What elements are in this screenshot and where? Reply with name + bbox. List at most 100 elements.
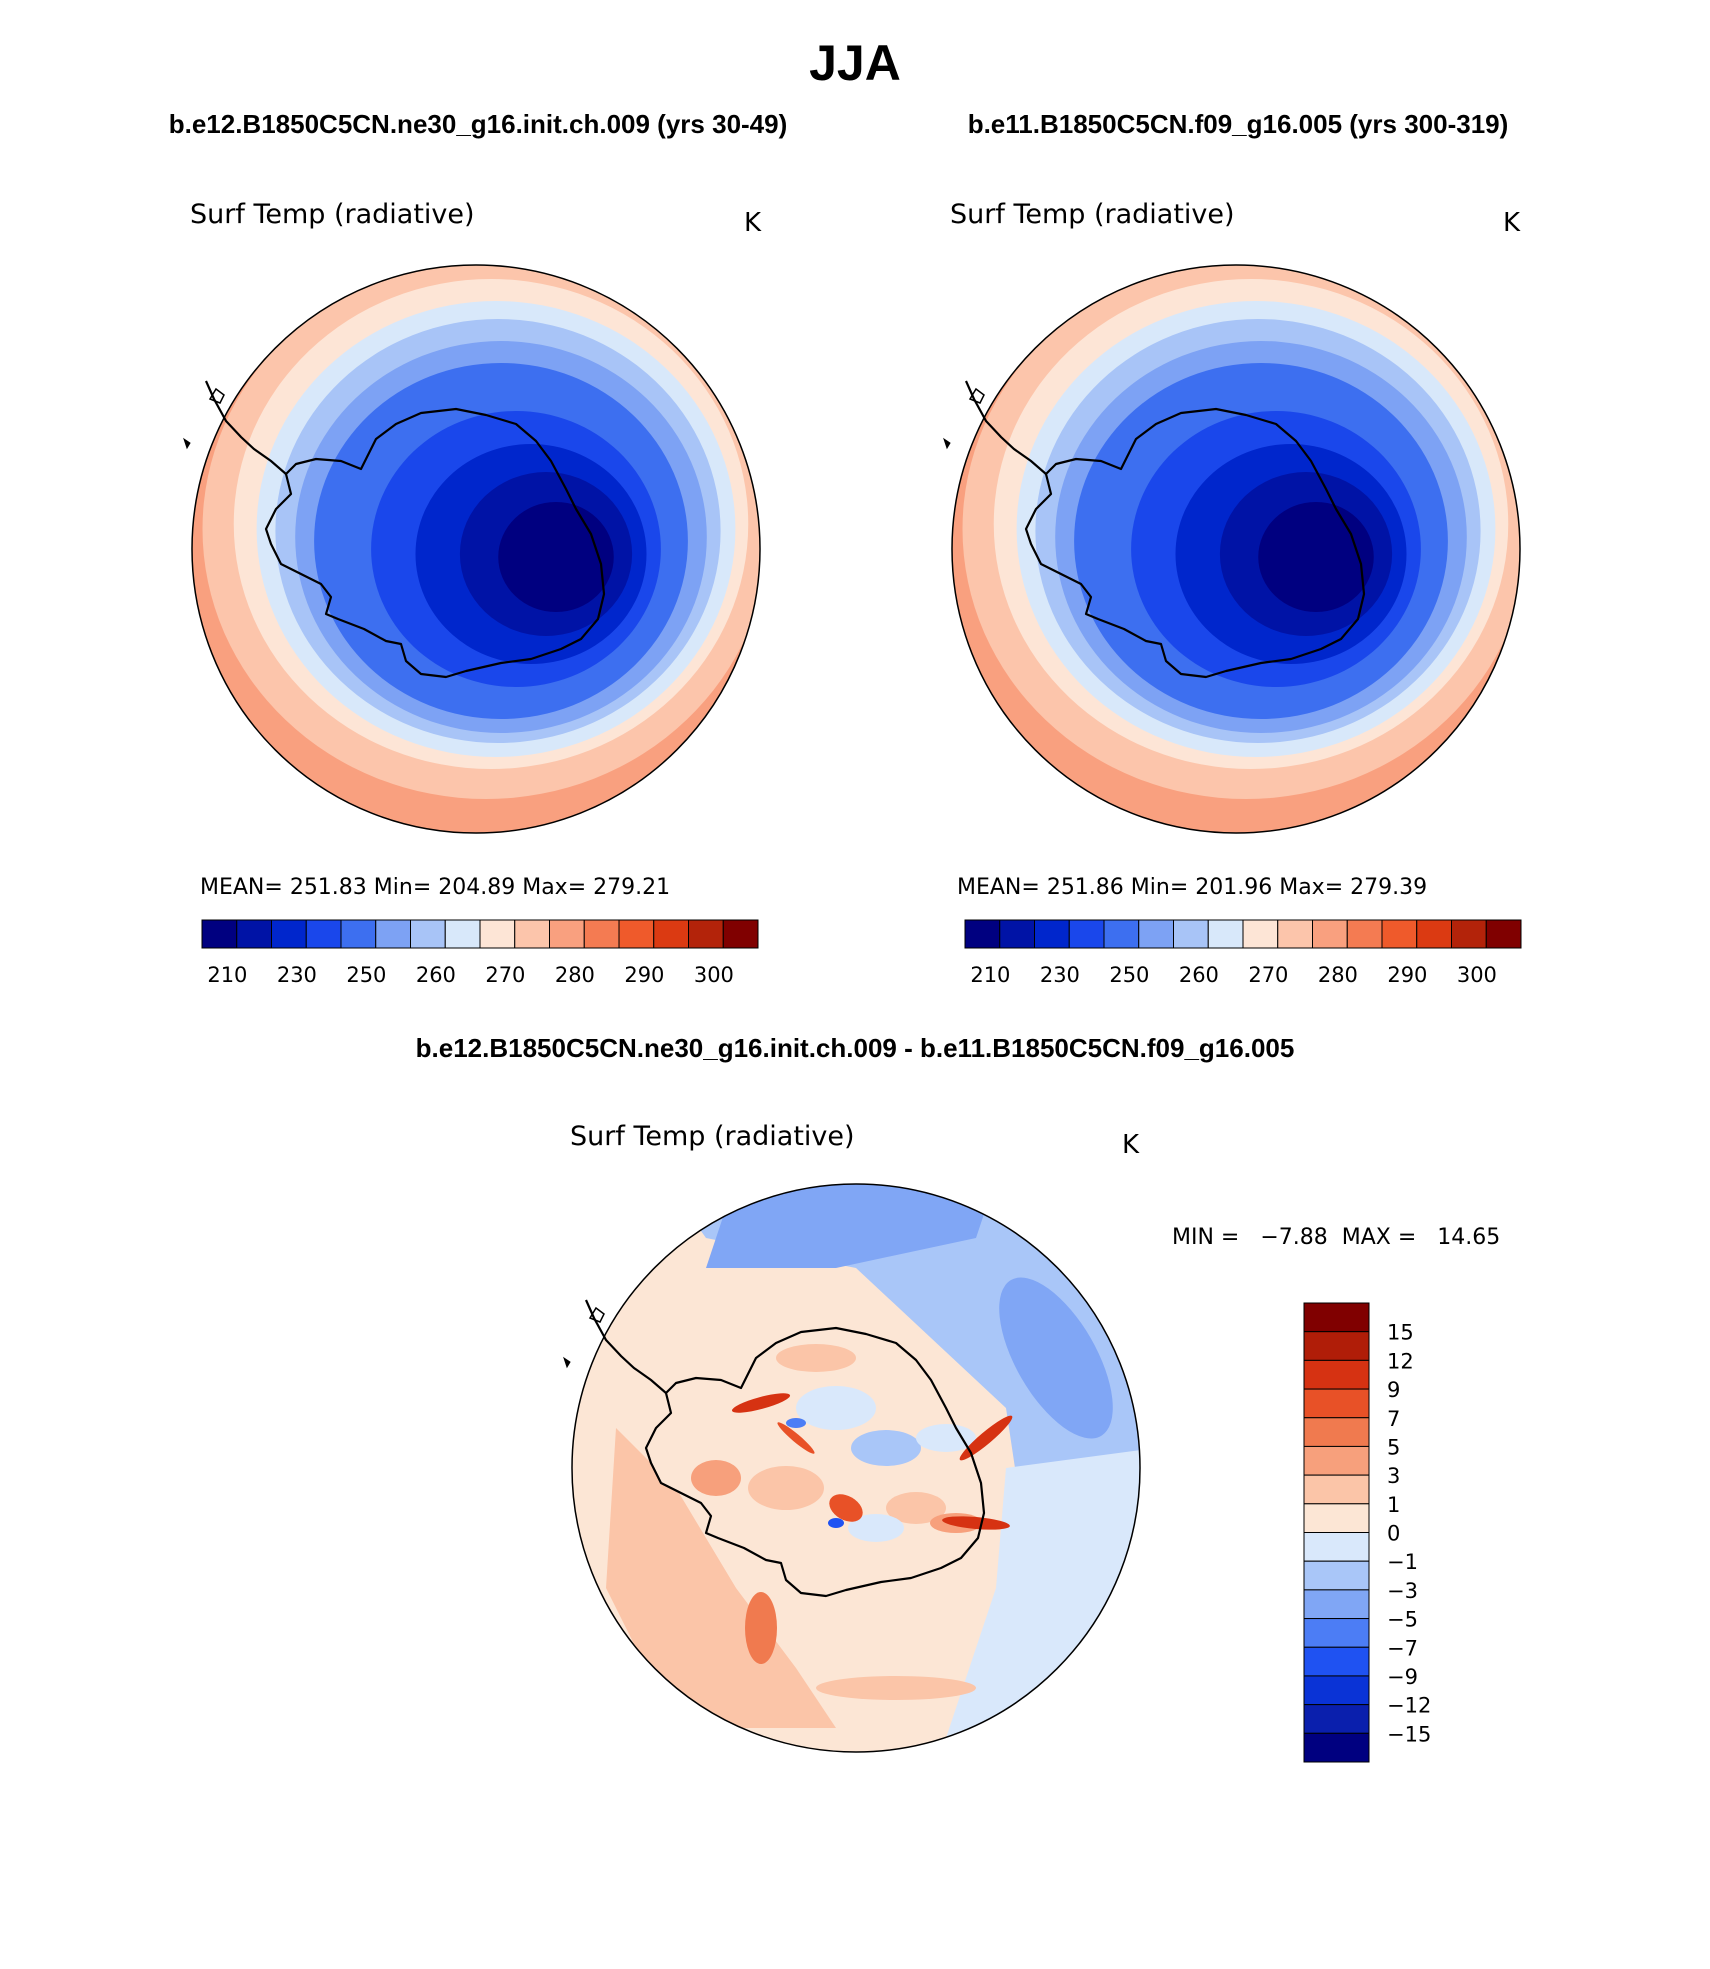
- colorbar-box: [1451, 919, 1487, 949]
- colorbar-tick-label: 9: [1387, 1378, 1400, 1402]
- field-band: [916, 1424, 976, 1452]
- panel3-stats: MIN = −7.88 MAX = 14.65: [1172, 1225, 1500, 1250]
- field-band: [498, 502, 614, 612]
- colorbar-box: [653, 919, 689, 949]
- colorbar-tick-label: 260: [416, 963, 456, 987]
- colorbar-box: [1303, 1302, 1370, 1333]
- field-band: [606, 1428, 836, 1728]
- panel-case2: Surf Temp (radiative) K MEAN= 251.86 Min…: [943, 199, 1522, 987]
- colorbar-box: [583, 919, 620, 949]
- colorbar-box: [1303, 1532, 1370, 1562]
- colorbar-box: [1303, 1675, 1370, 1706]
- colorbar-box: [201, 919, 238, 949]
- colorbar-box: [1303, 1503, 1370, 1533]
- colorbar-box: [514, 919, 550, 949]
- field-band: [745, 1592, 777, 1664]
- colorbar-tick-label: −1: [1387, 1550, 1418, 1574]
- colorbar-box: [549, 919, 585, 949]
- field-band: [777, 1422, 815, 1454]
- antarctic-peninsula: [204, 380, 287, 475]
- island-outline: [208, 387, 225, 404]
- case1-title: b.e12.B1850C5CN.ne30_g16.init.ch.009 (yr…: [169, 109, 788, 139]
- colorbar-tick-label: 1: [1387, 1493, 1400, 1517]
- colorbar-tick-label: 250: [346, 963, 386, 987]
- antarctica-coastline: [264, 407, 606, 679]
- colorbar-box: [1303, 1474, 1370, 1505]
- panel3-colorbar: 15 12 9 7 5 3 1 0 −1 −3 −5 −7 −9 −12 −15: [1303, 1302, 1431, 1763]
- colorbar-box: [1303, 1646, 1370, 1677]
- colorbar-tick-label: 230: [1040, 963, 1080, 987]
- colorbar-box: [1381, 919, 1418, 949]
- colorbar-box: [1207, 919, 1244, 949]
- panel2-map-boundary: [951, 264, 1521, 834]
- field-band: [706, 1184, 996, 1268]
- colorbar-tick-label: 230: [277, 963, 317, 987]
- panel3-variable-label: Surf Temp (radiative): [570, 1121, 855, 1152]
- season-title: JJA: [809, 35, 901, 91]
- colorbar-tick-label: 300: [1457, 963, 1497, 987]
- colorbar-box: [1303, 1704, 1370, 1734]
- colorbar-tick-label: 290: [1387, 963, 1427, 987]
- antarctica-coastline: [644, 1326, 986, 1598]
- field-band: [829, 1494, 863, 1522]
- island-outline: [943, 437, 951, 450]
- field-band: [816, 1676, 976, 1700]
- colorbar-box: [964, 919, 1001, 949]
- colorbar-box: [1068, 919, 1105, 949]
- field-band: [999, 1277, 1113, 1439]
- colorbar-tick-label: 5: [1387, 1435, 1400, 1459]
- colorbar-box: [271, 919, 307, 949]
- colorbar-box: [1303, 1618, 1370, 1648]
- panel1-variable-label: Surf Temp (radiative): [190, 199, 475, 230]
- colorbar-box: [1173, 919, 1209, 949]
- field-band: [848, 1514, 904, 1542]
- colorbar-box: [1242, 919, 1279, 949]
- colorbar-tick-label: 210: [207, 963, 247, 987]
- colorbar-tick-label: 290: [624, 963, 664, 987]
- panel2-map: [943, 264, 1521, 834]
- panel1-map-boundary: [191, 264, 761, 834]
- colorbar-tick-label: −7: [1387, 1636, 1418, 1660]
- colorbar-tick-label: −5: [1387, 1608, 1418, 1632]
- colorbar-box: [1303, 1359, 1370, 1390]
- panel2-variable-label: Surf Temp (radiative): [950, 199, 1235, 230]
- colorbar-tick-label: 15: [1387, 1321, 1414, 1345]
- panel1-units-label: K: [744, 208, 762, 238]
- colorbar-box: [688, 919, 724, 949]
- colorbar-box: [236, 919, 272, 949]
- antarctic-peninsula: [964, 380, 1047, 475]
- field-band: [748, 1466, 824, 1510]
- colorbar-box: [1303, 1417, 1370, 1447]
- colorbar-tick-label: −9: [1387, 1665, 1418, 1689]
- colorbar-box: [1312, 919, 1348, 949]
- colorbar-box: [1303, 1589, 1370, 1620]
- panel1-stats: MEAN= 251.83 Min= 204.89 Max= 279.21: [200, 875, 670, 900]
- colorbar-box: [722, 919, 759, 949]
- colorbar-box: [1346, 919, 1383, 949]
- colorbar-box: [1303, 1388, 1370, 1419]
- panel3-map-boundary: [571, 1183, 1141, 1753]
- colorbar-tick-label: −3: [1387, 1579, 1418, 1603]
- antarctica-coastline: [1024, 407, 1366, 679]
- field-band: [942, 1516, 1010, 1530]
- colorbar-box: [1303, 1445, 1370, 1476]
- colorbar-tick-label: −15: [1387, 1722, 1431, 1746]
- panel3-map: [563, 1183, 1141, 1753]
- island-outline: [968, 387, 985, 404]
- colorbar-tick-label: 250: [1109, 963, 1149, 987]
- colorbar-tick-label: 12: [1387, 1349, 1414, 1373]
- field-band: [886, 1492, 946, 1524]
- colorbar-tick-label: 260: [1179, 963, 1219, 987]
- case2-title: b.e11.B1850C5CN.f09_g16.005 (yrs 300-319…: [968, 109, 1509, 139]
- field-band: [851, 1430, 921, 1466]
- field-band: [1258, 502, 1374, 612]
- island-outline: [183, 437, 191, 450]
- colorbar-box: [305, 919, 342, 949]
- colorbar-tick-label: 270: [1248, 963, 1288, 987]
- panel1-colorbar: 210 230 250 260 270 280 290 300: [201, 919, 759, 987]
- field-band: [786, 1418, 806, 1428]
- island-outline: [563, 1356, 571, 1369]
- colorbar-box: [1277, 919, 1313, 949]
- colorbar-box: [999, 919, 1035, 949]
